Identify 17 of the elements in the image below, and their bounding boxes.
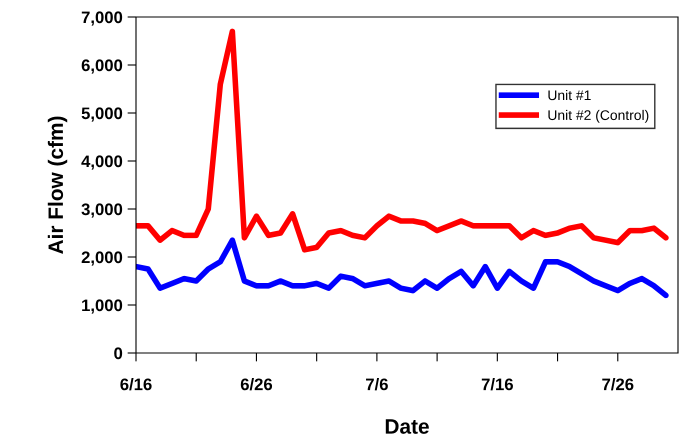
x-tick-label: 7/6 bbox=[366, 378, 388, 390]
legend-label: Unit #1 bbox=[548, 90, 591, 100]
y-tick-label: 4,000 bbox=[81, 155, 122, 170]
y-axis-title: Air Flow (cfm) bbox=[48, 116, 68, 254]
x-tick-label: 6/16 bbox=[120, 378, 152, 390]
x-tick-label: 7/16 bbox=[482, 378, 513, 390]
y-tick-label: 6,000 bbox=[82, 59, 122, 74]
legend-label: Unit #2 (Control) bbox=[548, 110, 648, 123]
y-tick-label: 1,000 bbox=[82, 299, 122, 314]
x-tick-label: 7/26 bbox=[602, 378, 634, 390]
x-axis-title: Date bbox=[386, 419, 429, 434]
x-tick-label: 6/26 bbox=[240, 378, 272, 390]
y-tick-label: 2,000 bbox=[82, 251, 122, 266]
y-tick-label: 7,000 bbox=[82, 11, 122, 26]
y-tick-label: 3,000 bbox=[81, 203, 122, 218]
y-tick-label: 5,000 bbox=[82, 107, 122, 122]
y-tick-label: 0 bbox=[114, 347, 122, 360]
